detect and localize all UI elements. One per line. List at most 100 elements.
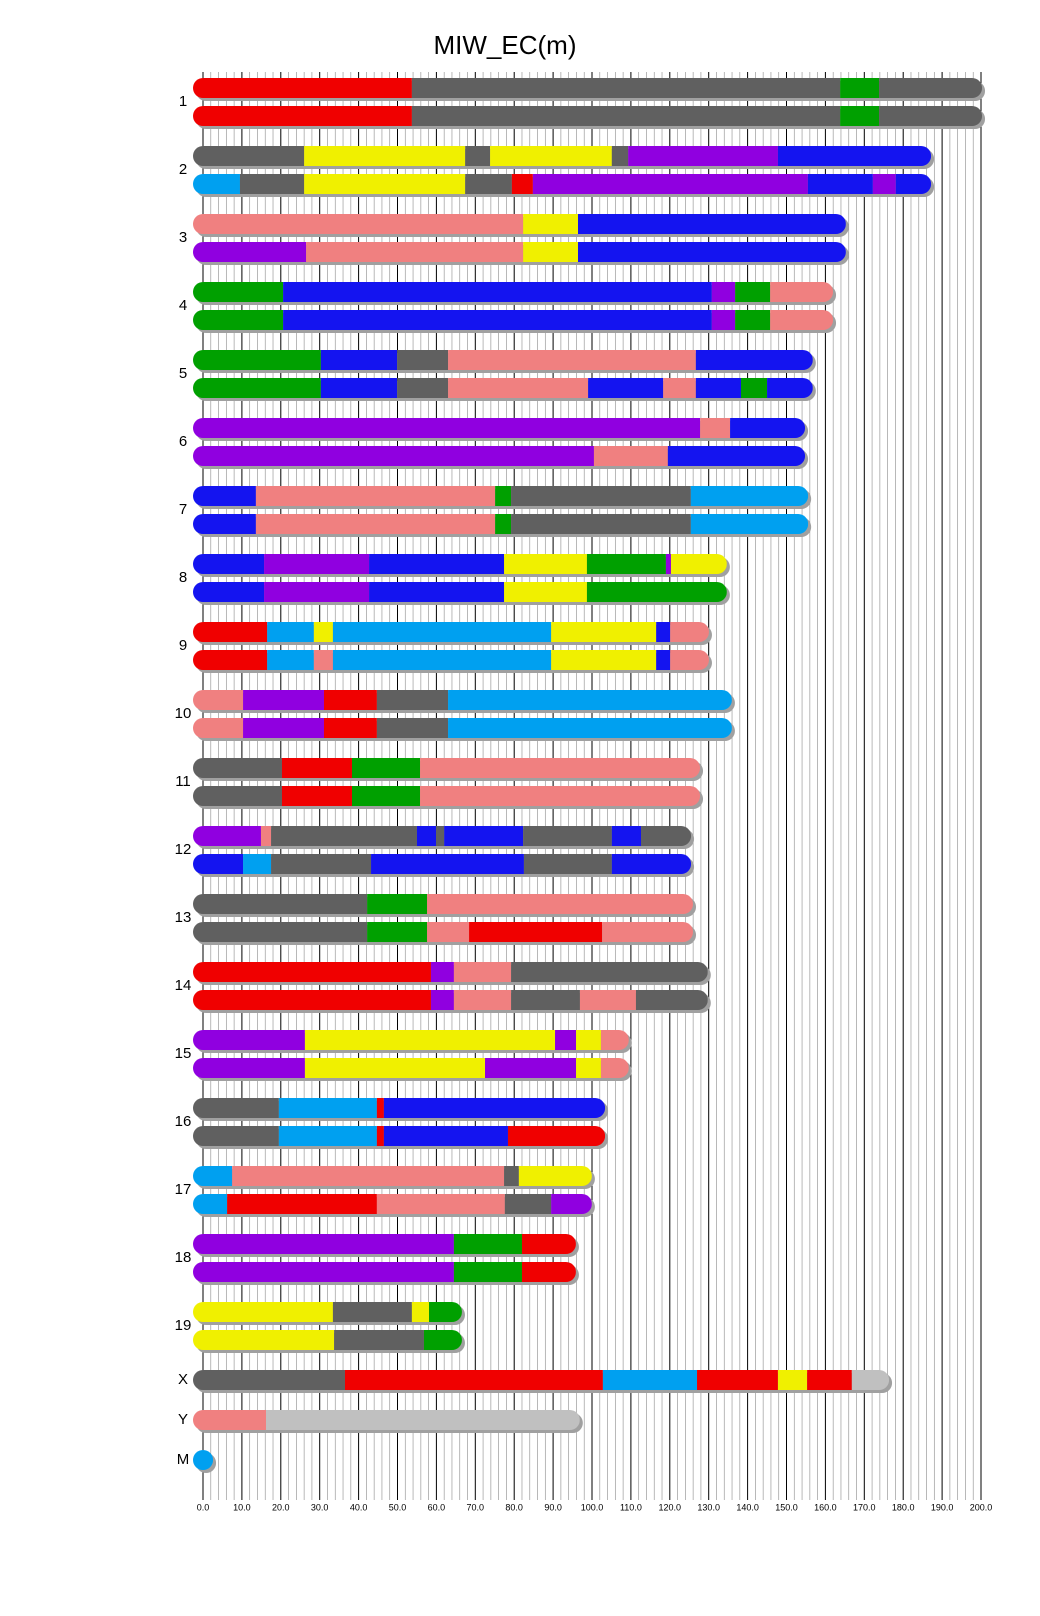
x-tick-label: 170.0 — [853, 1502, 876, 1512]
haplotype — [193, 1410, 580, 1430]
haplotype — [193, 826, 692, 846]
segment — [193, 1058, 305, 1078]
segment — [469, 922, 603, 942]
haplotype — [193, 146, 932, 166]
chromosome: 9 — [179, 622, 712, 673]
haplotype — [193, 418, 806, 438]
segment — [495, 514, 512, 534]
segment — [193, 786, 282, 806]
segment — [193, 758, 282, 778]
chromosome-label: 15 — [175, 1045, 192, 1062]
segment — [193, 718, 244, 738]
haplotype — [193, 214, 846, 234]
segment — [504, 582, 587, 602]
haplotype — [193, 1330, 462, 1350]
segment — [518, 1166, 592, 1186]
segment — [193, 1302, 333, 1322]
segment — [193, 446, 594, 466]
haplotype — [193, 1262, 576, 1282]
x-tick-label: 40.0 — [350, 1502, 368, 1512]
x-tick-label: 200.0 — [970, 1502, 993, 1512]
haplotype — [193, 446, 806, 466]
segment — [430, 962, 454, 982]
haplotype — [193, 486, 809, 506]
segment — [332, 650, 552, 670]
haplotype — [193, 310, 834, 330]
segment — [193, 990, 431, 1010]
segment — [304, 146, 466, 166]
segment — [840, 78, 880, 98]
segment — [411, 1302, 430, 1322]
haplotype — [193, 990, 708, 1010]
segment — [376, 1194, 505, 1214]
segment — [344, 1370, 603, 1390]
segment — [278, 1126, 377, 1146]
segment — [511, 990, 580, 1010]
segment — [448, 378, 589, 398]
chromosome-label: 3 — [179, 229, 187, 246]
segment — [239, 174, 305, 194]
segment — [267, 622, 314, 642]
haplotype — [193, 106, 983, 126]
segment — [690, 486, 809, 506]
segment — [397, 378, 449, 398]
chromosome: 7 — [179, 486, 812, 537]
segment — [369, 554, 505, 574]
segment — [735, 282, 771, 302]
x-tick-label: 180.0 — [892, 1502, 915, 1512]
segment — [777, 1370, 808, 1390]
segment — [879, 106, 983, 126]
segment — [383, 1098, 606, 1118]
segment — [193, 1194, 228, 1214]
segment — [872, 174, 896, 194]
segment — [427, 894, 694, 914]
chromosome: 16 — [175, 1098, 609, 1149]
segment — [879, 78, 983, 98]
segment — [436, 826, 445, 846]
x-tick-label: 60.0 — [428, 1502, 446, 1512]
chromosome-label: 17 — [175, 1181, 192, 1198]
haplotype — [193, 758, 701, 778]
segment — [423, 1330, 462, 1350]
segment — [690, 514, 809, 534]
segment — [730, 418, 806, 438]
segment — [448, 350, 696, 370]
segment — [281, 758, 352, 778]
chromosome-label: M — [177, 1451, 190, 1468]
segment — [193, 826, 261, 846]
haplotype — [193, 1058, 629, 1078]
segment — [193, 1450, 214, 1470]
segment — [453, 1234, 522, 1254]
haplotype — [193, 1302, 462, 1322]
haplotype — [193, 242, 846, 262]
haplotype — [193, 854, 692, 874]
segment — [227, 1194, 377, 1214]
chromosome-label: X — [178, 1371, 188, 1388]
chromosome: 12 — [175, 826, 695, 877]
segment — [193, 650, 268, 670]
segment — [193, 378, 321, 398]
segment — [193, 282, 284, 302]
chromosome: 19 — [175, 1302, 465, 1353]
segment — [283, 282, 712, 302]
segment — [193, 1330, 335, 1350]
segment — [193, 1410, 267, 1430]
chromosome: 6 — [179, 418, 809, 469]
haplotype — [193, 1166, 592, 1186]
segment — [504, 1166, 519, 1186]
segment — [193, 146, 305, 166]
chromosome-label: 5 — [179, 365, 187, 382]
chromosome: 5 — [179, 350, 816, 401]
segment — [332, 622, 552, 642]
segment — [670, 554, 727, 574]
chromosome: 15 — [175, 1030, 632, 1081]
haplotype — [193, 1194, 592, 1214]
segment — [376, 1098, 384, 1118]
x-tick-label: 140.0 — [736, 1502, 759, 1512]
chromosome-label: 7 — [179, 501, 187, 518]
segment — [193, 894, 368, 914]
segment — [444, 826, 524, 846]
chromosome-label: Y — [178, 1411, 188, 1428]
segment — [577, 214, 846, 234]
